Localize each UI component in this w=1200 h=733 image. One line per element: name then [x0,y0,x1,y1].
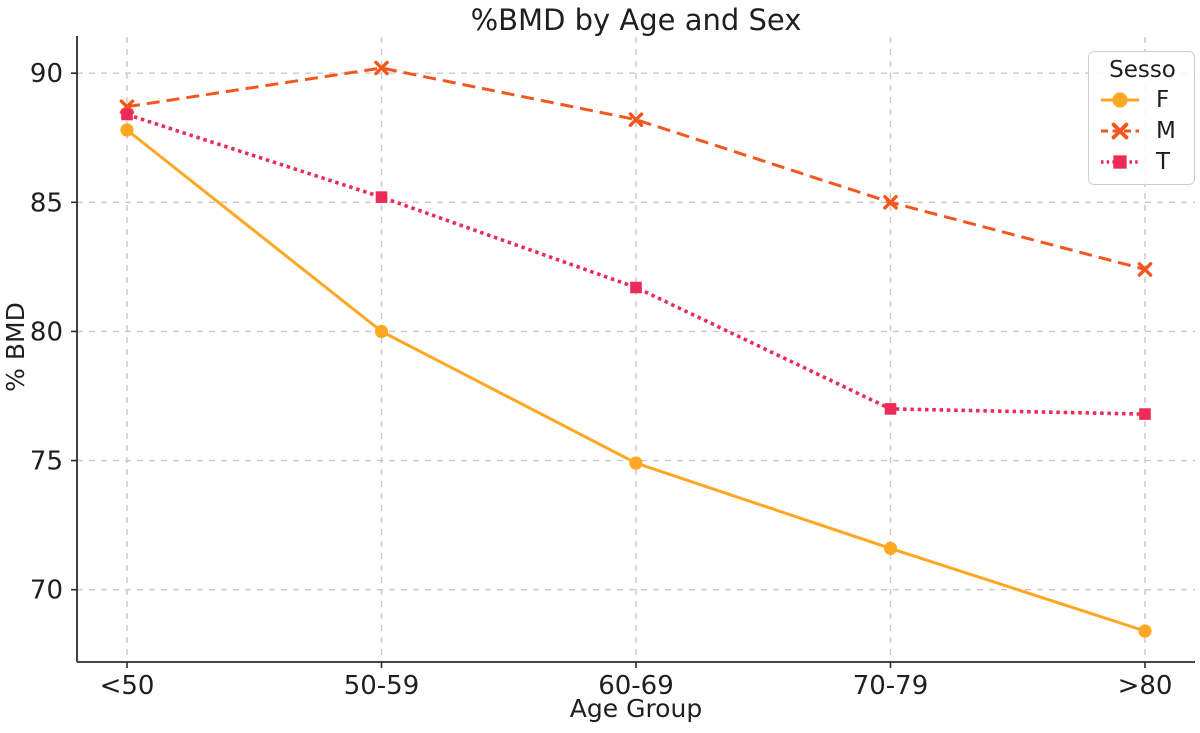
marker-F [883,541,898,555]
marker-T [630,281,642,294]
y-axis-label: % BMD [1,302,30,392]
marker-T [884,403,897,415]
legend-item-M: M [1099,115,1186,146]
legend-sample-T [1101,154,1139,169]
y-tick-label: 80 [30,317,63,347]
series-line-M [126,66,1146,271]
y-tick-label: 85 [30,188,63,218]
grid-layer [77,37,1195,662]
marker-F [1138,624,1152,638]
legend-item-F: F [1099,84,1186,115]
x-tick-label: 70-79 [853,671,929,701]
marker-T [375,191,388,203]
marker-F [374,324,389,339]
x-tick-label: 50-59 [344,671,420,701]
legend-label-M: M [1156,117,1176,144]
marker-T [121,108,133,121]
y-tick-label: 75 [30,447,63,477]
marker-M-legend [1111,122,1129,139]
marker-M [883,194,898,210]
marker-F [120,123,134,137]
legend-label-T: T [1156,148,1171,175]
marker-M [1137,262,1153,277]
legend-title: Sesso [1109,57,1176,83]
marker-F-legend [1112,91,1128,108]
y-tick-label: 90 [30,59,63,89]
marker-T [1139,408,1151,420]
legend-label-F: F [1156,86,1170,113]
chart-title: %BMD by Age and Sex [471,3,802,37]
axis-layer: 70 75 80 85 90 <50 50-59 60-69 70-79 >80 [30,36,1195,701]
legend-sample-F [1101,91,1139,108]
marker-F [629,456,643,470]
marker-T-legend [1113,154,1127,169]
marker-M [374,60,389,76]
x-tick-label: 60-69 [598,671,674,701]
legend-item-T: T [1099,146,1186,177]
series-line-T [126,112,1146,416]
x-tick-label: <50 [100,671,155,701]
x-axis-label: Age Group [570,694,702,723]
y-tick-label: 70 [30,576,63,606]
legend-sample-M [1101,122,1139,139]
marker-M [628,112,644,127]
x-tick-label: >80 [1118,671,1173,701]
series-layer [119,60,1153,638]
